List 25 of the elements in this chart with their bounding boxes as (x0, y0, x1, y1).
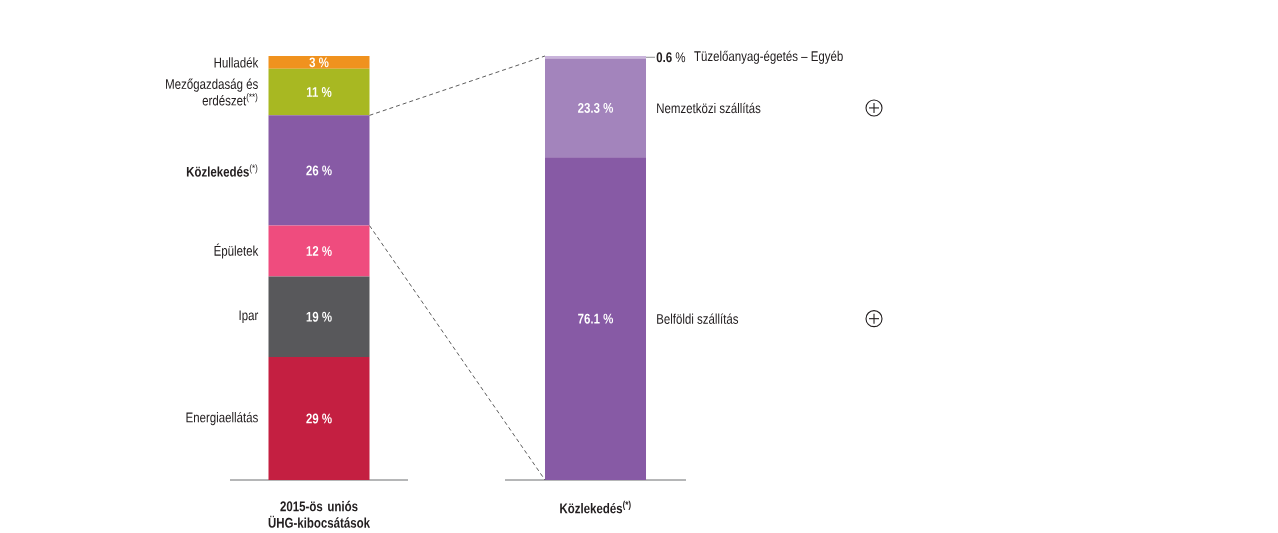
data-label: 12 % (306, 246, 332, 256)
series-label: Közlekedés$^{(*)}$ (186, 164, 258, 177)
data-label: 76.1 % (578, 313, 614, 324)
series-label: Épületek (214, 243, 259, 259)
series-label: Hulladék (214, 57, 259, 68)
series-label: Ipar (239, 310, 259, 324)
series-label: Energiaellátás (186, 411, 258, 426)
data-label: 3 % (309, 57, 329, 68)
data-label: 19 % (306, 311, 332, 322)
bar (268, 276, 370, 358)
bar (268, 357, 370, 480)
x-tick-label: 2015-ös uniós ÜHG-kibocsátások (268, 500, 371, 528)
data-label: 29 % (306, 413, 332, 424)
data-label: 23.3 % (578, 102, 614, 113)
series-label: Mezőgazdaság és erdészet$^{(**)}$ (166, 78, 258, 106)
data-label: 0.6 % (656, 52, 686, 63)
bar (268, 68, 370, 116)
data-label: 11 % (306, 87, 332, 97)
text: Tüzelőanyag-égetés – Egyéb (694, 50, 843, 64)
bar (268, 225, 370, 277)
series-label: Belföldi szállítás (657, 313, 739, 324)
bar (268, 115, 370, 226)
data-label: 26 % (306, 165, 332, 176)
bar (268, 56, 370, 69)
series-label: Nemzetközi szállítás (657, 102, 761, 114)
